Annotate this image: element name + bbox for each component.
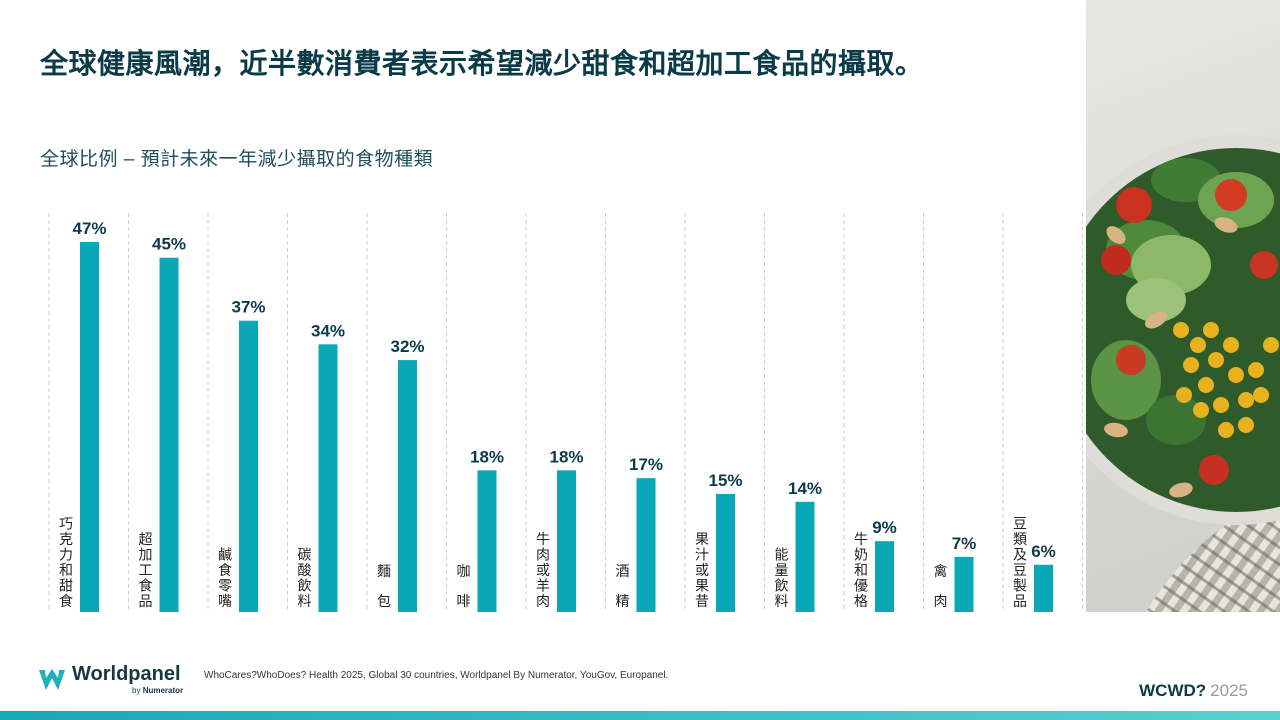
- category-label: 品: [1013, 594, 1027, 610]
- salad-bowl-image: [1086, 135, 1280, 612]
- data-label: 32%: [390, 337, 424, 356]
- source-note: WhoCares?WhoDoes? Health 2025, Global 30…: [204, 670, 669, 681]
- category-label: 超: [139, 532, 153, 548]
- category-label: 克: [59, 532, 73, 548]
- bar: [954, 556, 974, 612]
- category-label: 肉: [536, 548, 550, 564]
- category-label: 奶: [854, 548, 868, 564]
- category-label: 量: [775, 563, 789, 579]
- category-label: 牛: [536, 532, 550, 548]
- category-label: 牛: [854, 532, 868, 548]
- category-label: 肉: [934, 594, 948, 610]
- category-label: 和: [59, 563, 73, 579]
- category-label: 或: [695, 563, 709, 579]
- bar: [318, 344, 338, 612]
- category-label: 精: [616, 594, 630, 610]
- category-label: 豆: [1013, 563, 1027, 579]
- category-label: 豆: [1013, 517, 1027, 533]
- category-label: 肉: [536, 594, 550, 610]
- category-label: 品: [139, 594, 153, 610]
- category-label: 果: [695, 532, 709, 548]
- category-label: 包: [377, 594, 391, 610]
- bar: [398, 360, 417, 612]
- category-label: 力: [59, 548, 73, 564]
- category-label: 加: [139, 548, 153, 564]
- category-label: 禽: [934, 563, 948, 580]
- data-label: 9%: [872, 518, 897, 537]
- category-label: 格: [854, 594, 868, 610]
- category-label: 飲: [298, 579, 312, 595]
- bar: [477, 470, 497, 612]
- category-label: 或: [536, 563, 550, 579]
- bar-chart: 47%巧克力和甜食45%超加工食品37%鹹食零嘴34%碳酸飲料32%麵包18%咖…: [48, 213, 1083, 612]
- worldpanel-w-icon: [39, 668, 65, 690]
- category-label: 麵: [377, 564, 391, 580]
- bar: [875, 541, 894, 612]
- data-label: 6%: [1031, 542, 1056, 561]
- data-label: 17%: [629, 455, 663, 474]
- wcwd-brand: WCWD? 2025: [1139, 681, 1248, 700]
- category-label: 優: [854, 579, 868, 595]
- category-label: 巧: [59, 517, 73, 533]
- data-label: 47%: [72, 219, 106, 238]
- data-label: 14%: [788, 479, 822, 498]
- bottom-accent-bar: [0, 711, 1280, 720]
- data-label: 15%: [708, 471, 742, 490]
- bar: [795, 501, 815, 612]
- category-label: 食: [139, 578, 153, 595]
- category-label: 汁: [695, 548, 709, 564]
- category-label: 昔: [695, 594, 709, 610]
- category-label: 碳: [298, 548, 312, 564]
- data-label: 18%: [470, 447, 504, 466]
- category-label: 工: [139, 563, 153, 579]
- category-label: 類: [1013, 532, 1027, 548]
- category-label: 咖: [457, 564, 471, 580]
- data-label: 34%: [311, 321, 345, 340]
- category-label: 零: [218, 579, 232, 595]
- bar: [1034, 564, 1053, 612]
- bar: [80, 242, 99, 612]
- category-label: 嘴: [218, 594, 232, 610]
- category-label: 酸: [298, 563, 312, 579]
- page-title: 全球健康風潮，近半數消費者表示希望減少甜食和超加工食品的攝取。: [40, 48, 924, 79]
- salad-photo: [1086, 0, 1280, 612]
- category-label: 鹹: [218, 548, 232, 564]
- logo-name: Worldpanel: [72, 663, 181, 685]
- category-label: 飲: [775, 579, 789, 595]
- data-label: 45%: [152, 235, 186, 254]
- data-label: 37%: [231, 298, 265, 317]
- bar: [557, 470, 576, 612]
- category-label: 果: [695, 579, 709, 595]
- category-label: 食: [59, 593, 73, 610]
- bar: [159, 257, 179, 612]
- category-label: 食: [218, 562, 232, 579]
- data-label: 7%: [952, 534, 977, 553]
- category-label: 料: [775, 594, 789, 610]
- category-label: 啡: [457, 594, 471, 610]
- chart-subtitle: 全球比例 – 預計未來一年減少攝取的食物種類: [40, 149, 434, 170]
- category-label: 及: [1013, 548, 1027, 564]
- bar: [716, 493, 735, 612]
- category-label: 能: [775, 548, 789, 564]
- category-label: 和: [854, 563, 868, 579]
- category-label: 酒: [616, 564, 630, 580]
- category-label: 製: [1013, 579, 1027, 595]
- worldpanel-logo: Worldpanel by Numerator: [38, 664, 183, 695]
- data-label: 18%: [549, 447, 583, 466]
- bar: [636, 478, 656, 612]
- category-label: 料: [298, 594, 312, 610]
- category-label: 甜: [59, 579, 73, 595]
- category-label: 羊: [536, 579, 550, 595]
- bar: [239, 320, 258, 612]
- logo-byline: by Numerator: [132, 686, 184, 695]
